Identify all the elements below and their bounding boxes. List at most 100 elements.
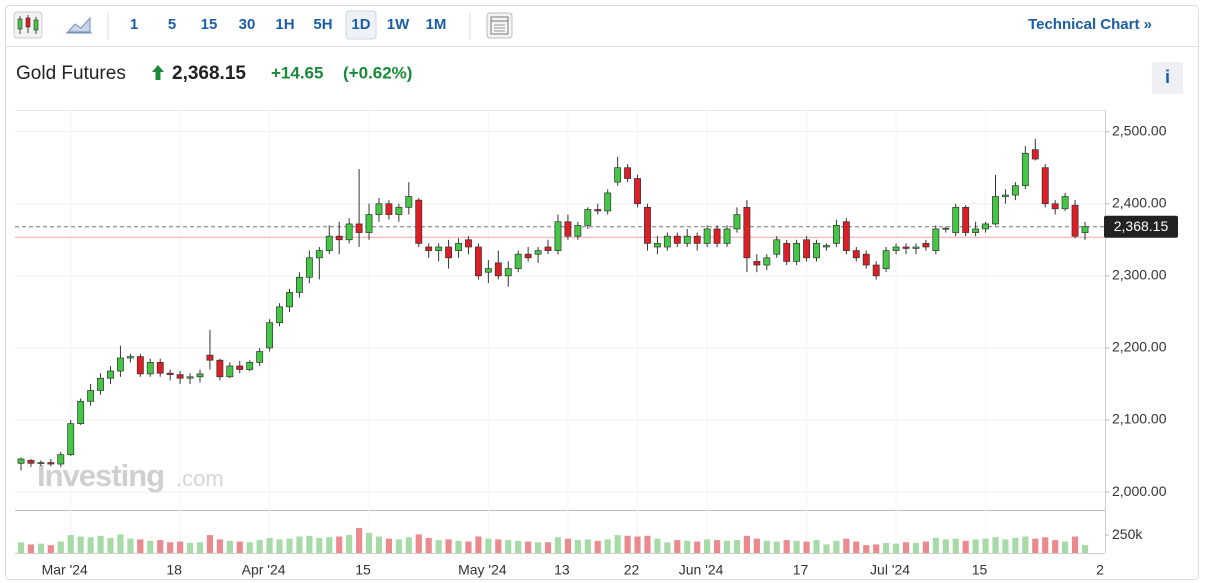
layout-icon[interactable] — [486, 12, 513, 39]
candle-body — [1021, 152, 1029, 187]
volume-bar — [346, 535, 353, 553]
candle-body — [1031, 149, 1039, 160]
candle-body — [335, 235, 343, 241]
interval-button[interactable]: 1 — [130, 16, 138, 33]
candle-body — [703, 228, 711, 244]
volume-bar — [634, 536, 641, 553]
candle-body — [594, 209, 602, 212]
last-price-tag — [1104, 215, 1178, 238]
volume-bar — [664, 542, 671, 553]
candle-body — [1071, 204, 1079, 237]
grid: 2,000.00 2,100.00 2,200.00 2,300.00 2,400.00… — [15, 110, 1167, 578]
candle-body — [902, 246, 910, 249]
candle-body — [813, 243, 820, 259]
volume-bar — [216, 539, 223, 553]
volume-bar — [385, 538, 393, 553]
technical-chart-link[interactable]: Technical Chart » — [1028, 16, 1152, 33]
volume-bar — [495, 539, 502, 553]
x-tick-label: 17 — [793, 562, 809, 578]
volume-bar — [167, 542, 174, 553]
icon-inner — [490, 16, 509, 35]
volume-bar — [525, 541, 532, 553]
interval-button[interactable]: 1D — [351, 16, 370, 33]
info-button[interactable] — [1152, 62, 1183, 94]
candle-body — [862, 253, 870, 266]
volume-bar — [684, 540, 691, 553]
y-tick-label: 2,200.00 — [1112, 339, 1167, 355]
volume-bar — [743, 535, 750, 553]
volume-bar — [87, 537, 94, 553]
candle-body — [166, 372, 174, 375]
volume-tick-label: 250k — [1112, 526, 1143, 542]
candle-body — [126, 356, 134, 359]
candle-body — [455, 243, 462, 251]
candle-body — [653, 243, 661, 248]
candle-body — [87, 390, 95, 402]
volume-bar — [147, 540, 154, 553]
volume-bar — [843, 538, 850, 553]
candle-body — [713, 228, 721, 244]
x-tick-label: Jul '24 — [870, 562, 910, 578]
candle-body — [176, 374, 184, 379]
info-icon: i — [1165, 67, 1170, 87]
interval-button[interactable]: 15 — [201, 16, 218, 33]
volume-bar — [853, 541, 860, 553]
candle-body — [117, 357, 124, 372]
volume-bar — [535, 542, 542, 553]
volume-bar — [803, 541, 810, 553]
y-tick-label: 2,000.00 — [1112, 483, 1167, 499]
volume-bar — [1062, 541, 1069, 553]
candle-body — [37, 462, 45, 464]
candle-body — [47, 462, 55, 465]
volume-bar — [1012, 537, 1019, 553]
x-tick-label: 2 — [1096, 562, 1104, 578]
volume-bar — [704, 539, 711, 553]
candle-body — [345, 223, 353, 241]
candle-body — [952, 206, 960, 233]
candle-body — [1011, 185, 1019, 196]
candle-body — [465, 239, 472, 248]
volume-bar — [485, 538, 492, 553]
candle-body — [753, 261, 761, 266]
candle-body — [216, 359, 224, 378]
volume-bar — [674, 540, 681, 553]
candle-body — [415, 199, 423, 244]
interval-button[interactable]: 1H — [275, 16, 294, 33]
interval-button[interactable]: 1W — [387, 16, 410, 33]
volume-bar — [694, 541, 701, 553]
volume-bar — [17, 542, 25, 553]
volume-bar — [644, 535, 651, 553]
candle-body — [892, 246, 900, 251]
volume-bar — [1081, 545, 1089, 553]
candle-body — [644, 206, 651, 244]
volume-bar — [972, 539, 979, 553]
candle-body — [445, 246, 453, 259]
x-tick-label: Apr '24 — [242, 562, 286, 578]
candle-body — [156, 362, 164, 374]
change: +14.65 — [271, 63, 323, 82]
x-tick-label: Mar '24 — [42, 562, 88, 578]
candle-body — [554, 221, 562, 251]
candle-body — [634, 178, 641, 205]
candle-body — [375, 203, 383, 215]
interval-button[interactable]: 5H — [313, 16, 332, 33]
interval-button[interactable]: 5 — [168, 16, 176, 33]
candle-body — [474, 246, 482, 277]
interval-button[interactable]: 30 — [239, 16, 256, 33]
candle-body — [146, 362, 154, 375]
volume-bar — [186, 542, 194, 553]
candle-body — [77, 400, 85, 424]
candle-body — [295, 276, 303, 293]
candle-body — [266, 322, 274, 349]
interval-button[interactable]: 1M — [426, 16, 447, 33]
volume-bar — [962, 540, 969, 553]
volume-bar — [1071, 536, 1079, 553]
volume-bar — [97, 535, 104, 553]
candle-body — [872, 264, 880, 277]
candle-body — [823, 245, 830, 248]
candle-body — [97, 377, 104, 391]
area-icon[interactable] — [66, 16, 92, 34]
candle-icon[interactable] — [13, 11, 43, 39]
volume-bar — [584, 539, 591, 553]
volume-bar — [356, 527, 363, 553]
